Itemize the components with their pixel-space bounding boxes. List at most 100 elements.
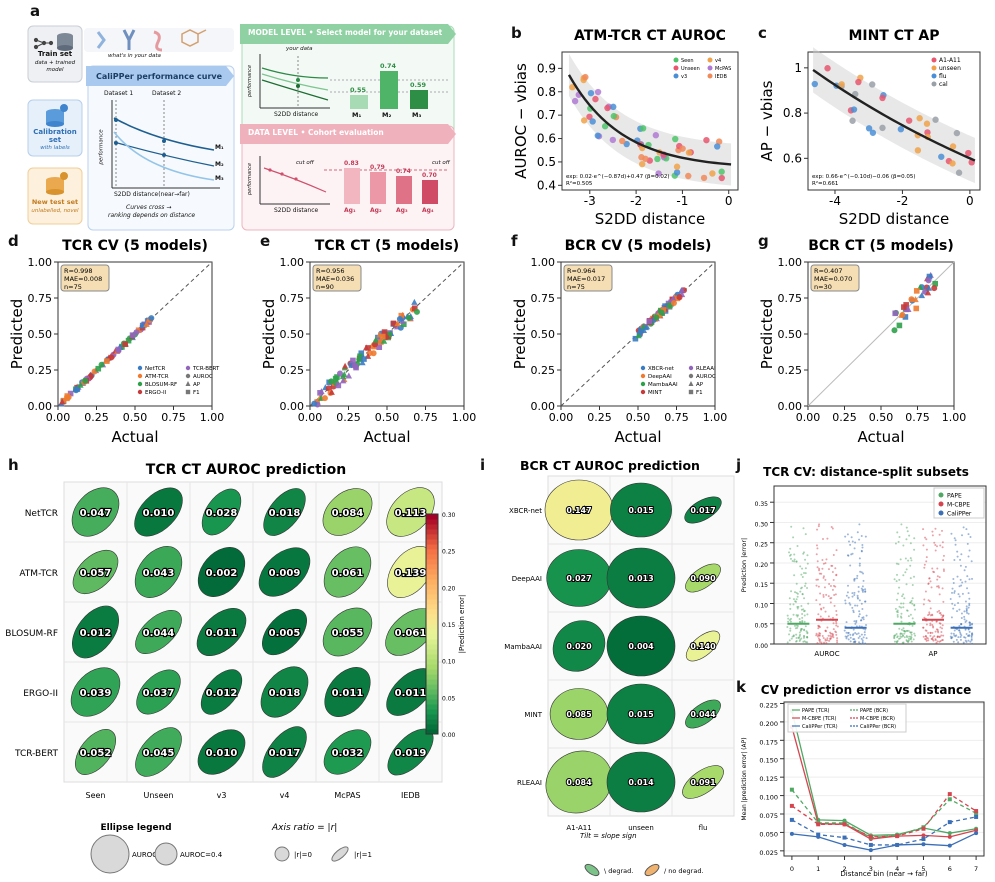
error-point bbox=[964, 628, 967, 631]
error-point bbox=[847, 596, 850, 599]
data-point bbox=[700, 174, 708, 182]
error-point bbox=[953, 537, 956, 540]
error-point bbox=[802, 551, 805, 554]
error-point bbox=[967, 612, 970, 615]
x-tick-label: 0.75 bbox=[905, 411, 930, 424]
legend-marker bbox=[938, 501, 944, 507]
error-point bbox=[845, 637, 848, 640]
error-point bbox=[836, 637, 839, 640]
y-tick-label: 0.25 bbox=[531, 364, 556, 377]
chart-title: TCR CV: distance-split subsets bbox=[763, 465, 969, 479]
error-point bbox=[816, 560, 819, 563]
col-label: v3 bbox=[217, 791, 227, 800]
stats-line: MAE=0.008 bbox=[64, 275, 102, 283]
point-f1 bbox=[932, 280, 938, 287]
x-tick-label: 0.75 bbox=[413, 411, 438, 424]
y-tick-label: 1.00 bbox=[531, 256, 556, 269]
data-cutoff-label-2: cut off bbox=[432, 160, 450, 166]
cell-value: 0.061 bbox=[395, 628, 427, 639]
error-point bbox=[941, 627, 944, 630]
error-point bbox=[896, 635, 899, 638]
error-point bbox=[913, 632, 916, 635]
point-ap bbox=[339, 373, 347, 380]
point-f1 bbox=[896, 322, 903, 329]
error-point bbox=[806, 554, 809, 557]
fit-r2: R²=0.505 bbox=[566, 180, 593, 187]
panel-label-e: e bbox=[260, 232, 271, 250]
data-point bbox=[865, 125, 873, 132]
error-point bbox=[789, 629, 792, 632]
error-point bbox=[795, 560, 798, 563]
error-point bbox=[831, 616, 834, 619]
calibration-set-title2: set bbox=[48, 136, 62, 144]
error-point bbox=[818, 634, 821, 637]
colorbar-segment bbox=[426, 649, 438, 655]
error-point bbox=[858, 599, 861, 602]
x-tick-label: 0.75 bbox=[664, 411, 689, 424]
legend-marker bbox=[137, 381, 143, 387]
molecule-icons bbox=[96, 29, 207, 52]
error-point bbox=[914, 634, 917, 637]
legend-label: v4 bbox=[715, 58, 721, 64]
legend-label: MINT bbox=[648, 390, 662, 396]
colorbar-frame bbox=[425, 513, 439, 735]
data-point bbox=[589, 118, 596, 125]
data-point bbox=[601, 123, 609, 130]
error-point bbox=[938, 635, 941, 638]
error-point bbox=[937, 585, 940, 588]
row-label: XBCR-net bbox=[509, 507, 542, 515]
error-point bbox=[788, 597, 791, 600]
error-point bbox=[941, 624, 944, 627]
error-point bbox=[799, 587, 802, 590]
error-point bbox=[967, 555, 970, 558]
y-tick-label: 0.075 bbox=[759, 812, 778, 820]
dataset2-label: Dataset 2 bbox=[152, 90, 182, 97]
cell-value: 0.037 bbox=[143, 688, 175, 699]
point-f1 bbox=[638, 327, 644, 334]
error-point bbox=[857, 586, 860, 589]
panel-label-h: h bbox=[8, 456, 19, 474]
error-point bbox=[964, 620, 967, 623]
error-point bbox=[858, 557, 861, 560]
error-point bbox=[832, 554, 835, 557]
curve-title: CaliPPer performance curve bbox=[96, 72, 223, 81]
data-level-title: DATA LEVEL • Cohort evaluation bbox=[248, 128, 384, 137]
colorbar-segment bbox=[426, 609, 438, 615]
x-axis-label: Actual bbox=[364, 428, 411, 446]
col-label: A1-A11 bbox=[566, 824, 591, 832]
y-tick-label: 0.25 bbox=[280, 364, 305, 377]
error-point bbox=[822, 595, 825, 598]
cell-value: 0.014 bbox=[628, 778, 654, 787]
data-point bbox=[923, 120, 931, 127]
error-ellipse bbox=[72, 605, 119, 659]
error-point bbox=[909, 631, 912, 634]
error-point bbox=[969, 623, 972, 626]
error-point bbox=[787, 617, 790, 620]
error-point bbox=[835, 622, 838, 625]
y-tick-label: 0.25 bbox=[778, 364, 803, 377]
colorbar-segment bbox=[426, 574, 438, 580]
legend-label: AP bbox=[193, 382, 201, 388]
error-point bbox=[824, 639, 827, 642]
error-point bbox=[968, 578, 971, 581]
error-point bbox=[932, 639, 935, 642]
series-point bbox=[789, 831, 794, 836]
identity-line bbox=[807, 261, 955, 407]
error-point bbox=[832, 622, 835, 625]
stats-line: R=0.407 bbox=[814, 267, 843, 275]
series-point bbox=[947, 792, 952, 797]
error-point bbox=[822, 636, 825, 639]
stats-line: MAE=0.017 bbox=[567, 275, 605, 283]
error-point bbox=[929, 607, 932, 610]
colorbar-segment bbox=[426, 689, 438, 695]
series-point bbox=[974, 828, 979, 833]
error-point bbox=[966, 587, 969, 590]
error-point bbox=[818, 640, 821, 643]
error-point bbox=[861, 642, 864, 645]
error-point bbox=[824, 610, 827, 613]
calibration-set-title: Calibration bbox=[33, 128, 77, 136]
error-point bbox=[799, 565, 802, 568]
error-point bbox=[909, 564, 912, 567]
nodegrad-label: / no degrad. bbox=[664, 867, 704, 875]
error-point bbox=[903, 636, 906, 639]
